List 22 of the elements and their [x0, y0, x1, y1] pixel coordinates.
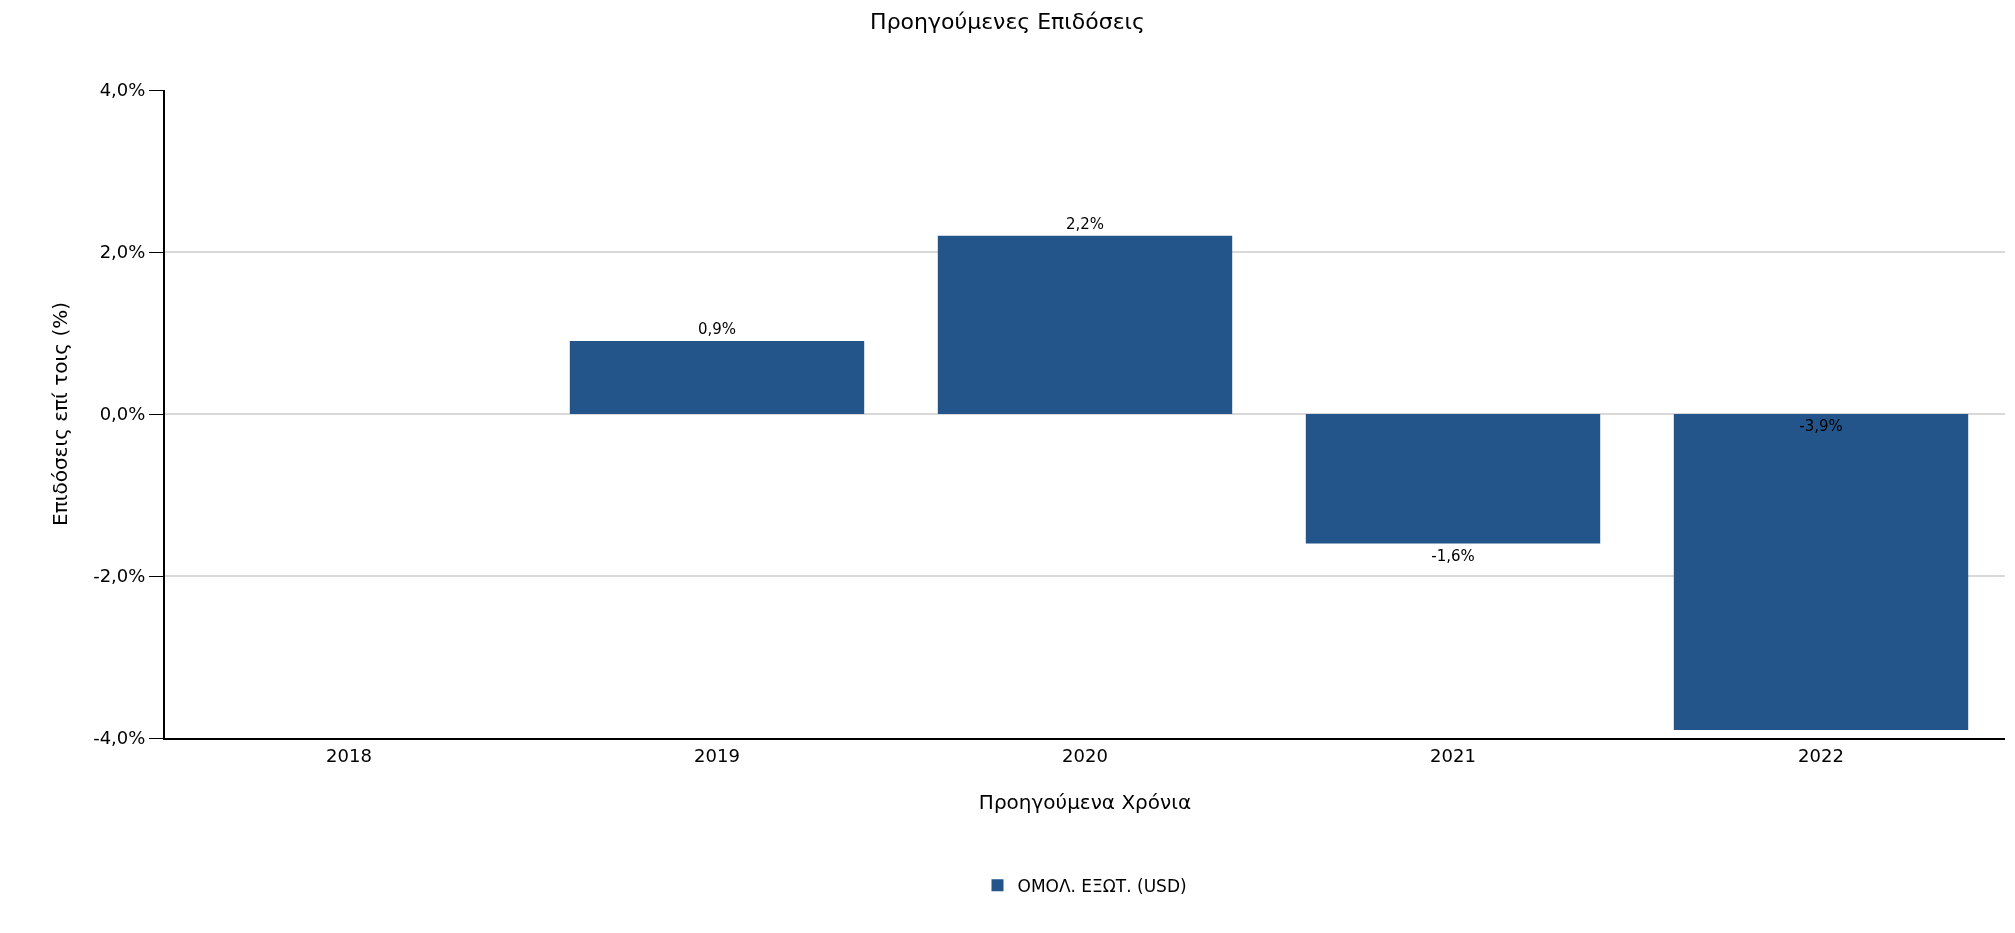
bar	[1305, 414, 1601, 544]
y-tick-label: 2,0%	[99, 241, 146, 263]
data-label: -3,9%	[1799, 417, 1843, 435]
x-tick-label: 2019	[694, 744, 740, 766]
y-tick-label: -2,0%	[93, 565, 146, 587]
data-label: 2,2%	[1065, 214, 1105, 233]
data-label: -1,6%	[1431, 546, 1475, 565]
x-tick-label: 2018	[326, 744, 372, 766]
y-tick-label: 4,0%	[99, 79, 146, 101]
legend-label: ΟΜΟΛ. ΕΞΩΤ. (USD)	[1017, 875, 1187, 896]
y-tick-label: -4,0%	[93, 727, 146, 749]
x-axis-title: Προηγούμενα Χρόνια	[978, 789, 1192, 814]
bar	[1673, 414, 1969, 730]
data-label: 0,9%	[697, 320, 737, 339]
y-axis-title: Επιδόσεις επί τοις (%)	[48, 302, 73, 526]
x-tick-label: 2022	[1798, 744, 1844, 766]
chart-title: Προηγούμενες Επιδόσεις	[870, 9, 1145, 35]
x-tick-label: 2021	[1430, 744, 1476, 766]
x-tick-label: 2020	[1062, 744, 1108, 766]
bar	[937, 235, 1233, 414]
bar	[569, 341, 865, 414]
y-tick-label: 0,0%	[99, 403, 146, 425]
